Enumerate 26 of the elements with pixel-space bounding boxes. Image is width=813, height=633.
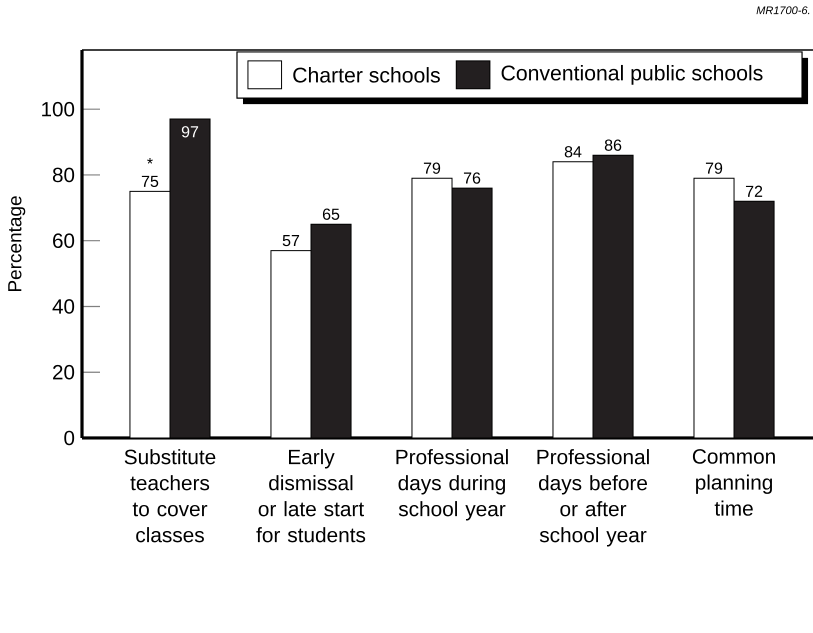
y-tick-label: 0 <box>64 430 74 446</box>
x-tick-label: Professional days during school year <box>396 449 508 520</box>
y-axis-title: Percentage <box>8 196 26 292</box>
data-label: 72 <box>746 186 762 197</box>
legend-label: Conventional public schools <box>502 64 763 85</box>
legend-label: Charter schools <box>293 67 440 83</box>
x-tick-label: Common planning time <box>692 449 775 516</box>
annotation: * <box>147 158 153 164</box>
y-tick-label: 60 <box>53 233 74 248</box>
y-tick-label: 20 <box>53 364 74 380</box>
y-tick-label: 100 <box>42 102 74 116</box>
x-tick-label: Professional days before or after school year <box>537 449 649 546</box>
data-label: 79 <box>706 162 722 174</box>
text: MR1700-6. <box>756 6 810 14</box>
y-tick-label: 80 <box>52 168 74 182</box>
x-tick-label: Substitute teachers to cover classes <box>124 449 216 542</box>
data-label: 57 <box>282 235 300 246</box>
data-label: 84 <box>564 146 582 158</box>
x-tick-label: Early dismissal or late start for students <box>256 449 366 542</box>
data-label: 79 <box>424 162 440 174</box>
data-label: 75 <box>142 176 158 187</box>
data-label: 76 <box>464 172 480 184</box>
data-label: 97 <box>182 126 198 138</box>
data-label: 65 <box>322 208 340 220</box>
y-tick-label: 40 <box>52 299 74 314</box>
data-label: 86 <box>604 139 622 151</box>
